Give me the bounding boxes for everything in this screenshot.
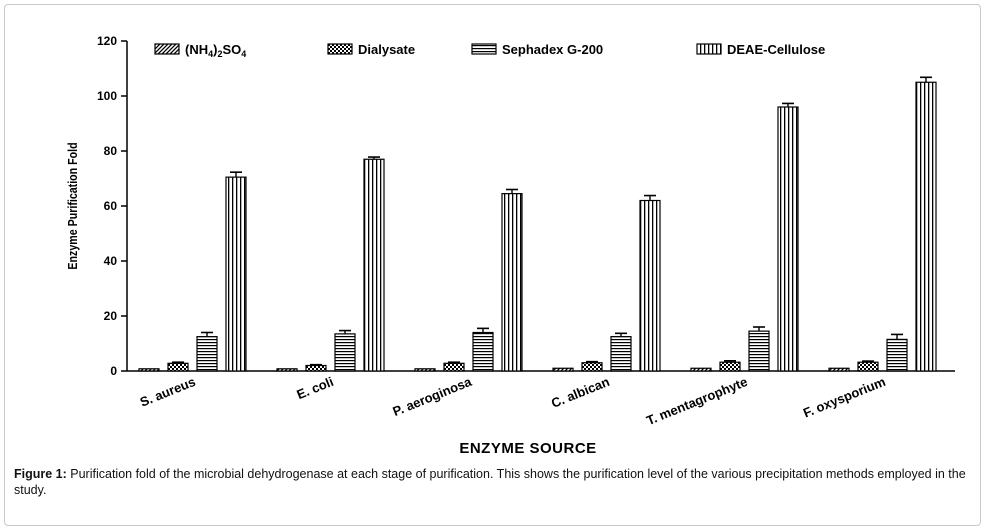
bar (857, 361, 879, 372)
y-tick-label: 20 (104, 309, 118, 323)
x-tick-label: S. aureus (138, 374, 198, 410)
legend-swatch (696, 43, 722, 55)
legend-label: Dialysate (358, 42, 415, 57)
x-tick-label: P. aeroginosa (391, 374, 475, 420)
bar (719, 361, 741, 372)
bar (501, 193, 523, 372)
legend-label: Sephadex G-200 (502, 42, 603, 57)
bar (414, 368, 436, 372)
figure-caption: Figure 1: Purification fold of the micro… (14, 466, 979, 498)
bar-chart: 0 20 40 60 80 100 120 S. aureus E. coli P. aerogi… (65, 34, 955, 457)
bar (915, 81, 937, 372)
caption-text: Purification fold of the microbial dehyd… (14, 467, 966, 497)
legend-swatch (154, 43, 180, 55)
bar (225, 176, 247, 372)
caption-label: Figure 1: (14, 467, 67, 481)
x-tick-label: T. mentagrophyte (644, 374, 749, 428)
x-tick-label: E. coli (294, 374, 335, 402)
x-tick-label: C. albican (549, 374, 612, 411)
y-tick-label: 100 (97, 89, 117, 103)
legend-swatch (471, 43, 497, 55)
x-tick-label: F. oxysporium (801, 374, 888, 421)
bar (552, 367, 574, 372)
y-tick-label: 120 (97, 34, 117, 48)
bar (334, 333, 356, 372)
bar (443, 362, 465, 372)
bar (828, 367, 850, 372)
bar (777, 106, 799, 372)
y-tick-label: 0 (110, 364, 117, 378)
bar (276, 368, 298, 372)
bar (138, 368, 160, 372)
legend-label: (NH4)2SO4 (185, 42, 246, 59)
legend-label: DEAE-Cellulose (727, 42, 825, 57)
bar (690, 367, 712, 372)
y-tick-label: 80 (104, 144, 118, 158)
y-tick-label: 60 (104, 199, 118, 213)
legend-swatch (327, 43, 353, 55)
bar (472, 331, 494, 372)
bar (610, 336, 632, 372)
y-axis-label: Enzyme Purification Fold (65, 142, 80, 269)
bar (886, 338, 908, 372)
bar (748, 330, 770, 372)
bar (196, 336, 218, 372)
bar (305, 364, 327, 372)
bar (639, 199, 661, 372)
figure-frame (4, 4, 981, 526)
legend: (NH4)2SO4 Dialysate Sephadex G-200 DEAE-Cel… (154, 42, 825, 59)
bar (167, 362, 189, 372)
bars-group (138, 76, 937, 372)
bar (581, 362, 603, 372)
bar (363, 158, 385, 372)
x-axis-label: ENZYME SOURCE (459, 440, 596, 457)
y-tick-label: 40 (104, 254, 118, 268)
